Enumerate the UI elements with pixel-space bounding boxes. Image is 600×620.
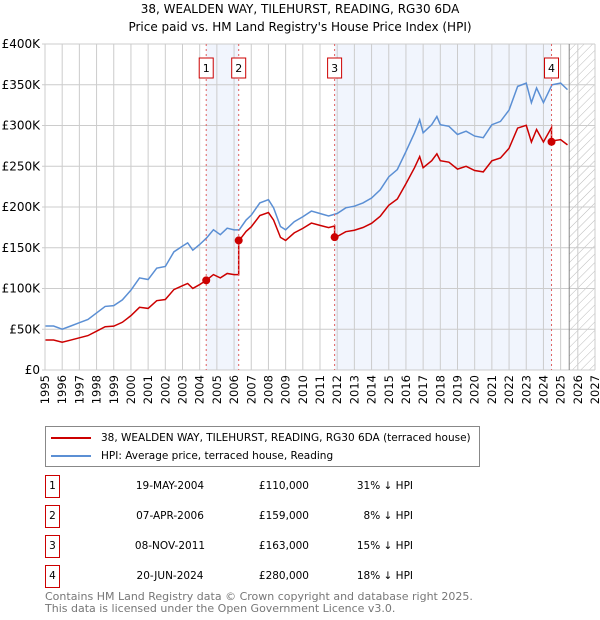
footer-license: This data is licensed under the Open Gov… [45, 602, 396, 615]
footer-copyright: Contains HM Land Registry data © Crown c… [45, 590, 473, 603]
y-tick-label: £50K [9, 322, 41, 336]
y-tick-label: £200K [2, 200, 42, 214]
x-tick-label: 2022 [502, 375, 516, 404]
price-chart: 1995 1996 1997 1998 1999 2000 2001 2002 2003 2004… [2, 37, 600, 404]
y-tick-label: £150K [2, 241, 42, 255]
sale-label-box [327, 57, 343, 79]
y-tick-label: £250K [2, 159, 42, 173]
chart-subtitle: Price paid vs. HM Land Registry's House … [128, 20, 472, 34]
chart-title: 38, WEALDEN WAY, TILEHURST, READING, RG3… [140, 2, 460, 16]
legend-swatch-red [51, 437, 91, 439]
sale-date: 07-APR-2006 [136, 510, 204, 522]
x-tick-label: 2009 [279, 375, 293, 404]
sale-date: 08-NOV-2011 [134, 540, 206, 552]
sale-date: 20-JUN-2024 [136, 570, 204, 582]
x-tick-label: 2007 [244, 375, 258, 404]
x-tick-label: 2021 [485, 375, 499, 404]
sale-point [202, 276, 211, 285]
sale-label-number: 1 [203, 62, 210, 75]
legend-swatch-blue [51, 455, 91, 457]
x-tick-label: 2023 [519, 375, 533, 404]
sale-label-number: 3 [331, 62, 338, 75]
x-tick-label: 2002 [158, 375, 172, 404]
property-price-line [45, 124, 568, 344]
sale-date: 19-MAY-2004 [135, 480, 205, 492]
x-tick-label: 1998 [90, 375, 104, 404]
x-tick-label: 2011 [313, 375, 327, 404]
x-tick-label: 2027 [588, 375, 600, 404]
hpi-line [45, 82, 569, 331]
sale-point [234, 236, 243, 245]
sale-point [330, 233, 339, 242]
sale-row: 4 20-JUN-2024 £280,000 18% ↓ HPI [45, 565, 413, 588]
chart-legend: 38, WEALDEN WAY, TILEHURST, READING, RG3… [45, 426, 480, 467]
y-tick-label: £0 [25, 363, 40, 377]
legend-label: HPI: Average price, terraced house, Read… [101, 450, 334, 462]
sale-price: £280,000 [258, 570, 309, 582]
x-tick-label: 2006 [227, 375, 241, 404]
sale-label-box [544, 57, 560, 79]
x-tick-label: 1997 [72, 375, 86, 404]
x-tick-label: 2003 [176, 375, 190, 404]
sale-label-box [198, 57, 214, 79]
sale-row: 2 07-APR-2006 £159,000 8% ↓ HPI [45, 505, 413, 528]
sale-label-number: 4 [548, 62, 555, 75]
sale-hpi-diff: 31% ↓ HPI [356, 480, 413, 492]
x-tick-label: 2000 [124, 375, 138, 404]
sale-point [547, 137, 556, 146]
x-tick-label: 1995 [38, 375, 52, 404]
y-tick-label: £350K [2, 78, 42, 92]
sale-hpi-diff: 15% ↓ HPI [356, 540, 413, 552]
x-tick-label: 2014 [365, 375, 379, 404]
x-tick-label: 2019 [451, 375, 465, 404]
sale-label-box [231, 57, 247, 79]
x-tick-label: 2024 [536, 375, 550, 404]
x-tick-label: 2004 [193, 375, 207, 404]
x-tick-label: 2008 [261, 375, 275, 404]
y-tick-label: £300K [2, 119, 42, 133]
sale-hpi-diff: 8% ↓ HPI [363, 510, 413, 522]
sale-number: 2 [45, 505, 60, 528]
x-tick-label: 2025 [554, 375, 568, 404]
x-tick-label: 2020 [468, 375, 482, 404]
legend-item-hpi: HPI: Average price, terraced house, Read… [51, 448, 333, 464]
sale-number: 3 [45, 535, 60, 558]
x-tick-label: 2018 [433, 375, 447, 404]
sale-number: 1 [45, 475, 60, 498]
x-tick-label: 2010 [296, 375, 310, 404]
sale-price: £163,000 [258, 540, 309, 552]
sale-label-number: 2 [235, 62, 242, 75]
sale-row: 3 08-NOV-2011 £163,000 15% ↓ HPI [45, 535, 413, 558]
x-tick-label: 2015 [382, 375, 396, 404]
x-tick-label: 2013 [347, 375, 361, 404]
x-tick-label: 2016 [399, 375, 413, 404]
sale-row: 1 19-MAY-2004 £110,000 31% ↓ HPI [45, 475, 413, 498]
x-tick-label: 2026 [571, 375, 585, 404]
sale-price: £159,000 [258, 510, 309, 522]
y-tick-label: £100K [2, 282, 42, 296]
x-tick-label: 2017 [416, 375, 430, 404]
y-tick-label: £400K [2, 37, 42, 51]
sale-hpi-diff: 18% ↓ HPI [356, 570, 413, 582]
x-tick-label: 2005 [210, 375, 224, 404]
legend-label: 38, WEALDEN WAY, TILEHURST, READING, RG3… [101, 432, 471, 444]
x-tick-label: 1999 [107, 375, 121, 404]
x-tick-label: 2012 [330, 375, 344, 404]
sale-price: £110,000 [258, 480, 309, 492]
sale-number: 4 [45, 565, 60, 588]
x-tick-label: 2001 [141, 375, 155, 404]
x-tick-label: 1996 [55, 375, 69, 404]
legend-item-property: 38, WEALDEN WAY, TILEHURST, READING, RG3… [51, 430, 471, 446]
